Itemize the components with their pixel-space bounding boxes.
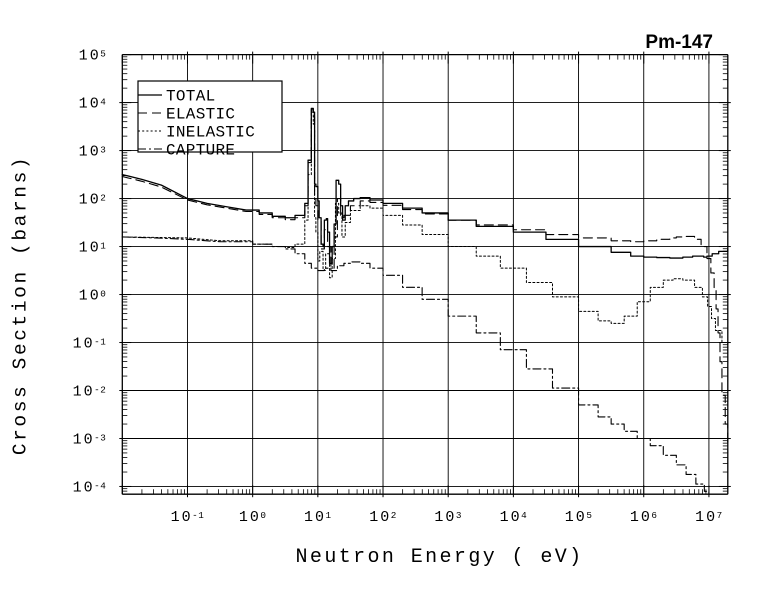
svg-text:INELASTIC: INELASTIC xyxy=(166,124,255,142)
svg-text:Pm-147: Pm-147 xyxy=(645,32,713,53)
svg-text:Cross Section (barns): Cross Section (barns) xyxy=(10,155,32,455)
svg-text:Neutron Energy ( eV): Neutron Energy ( eV) xyxy=(296,546,584,569)
svg-text:CAPTURE: CAPTURE xyxy=(166,142,235,160)
svg-text:ELASTIC: ELASTIC xyxy=(166,106,235,124)
svg-text:TOTAL: TOTAL xyxy=(166,88,216,106)
